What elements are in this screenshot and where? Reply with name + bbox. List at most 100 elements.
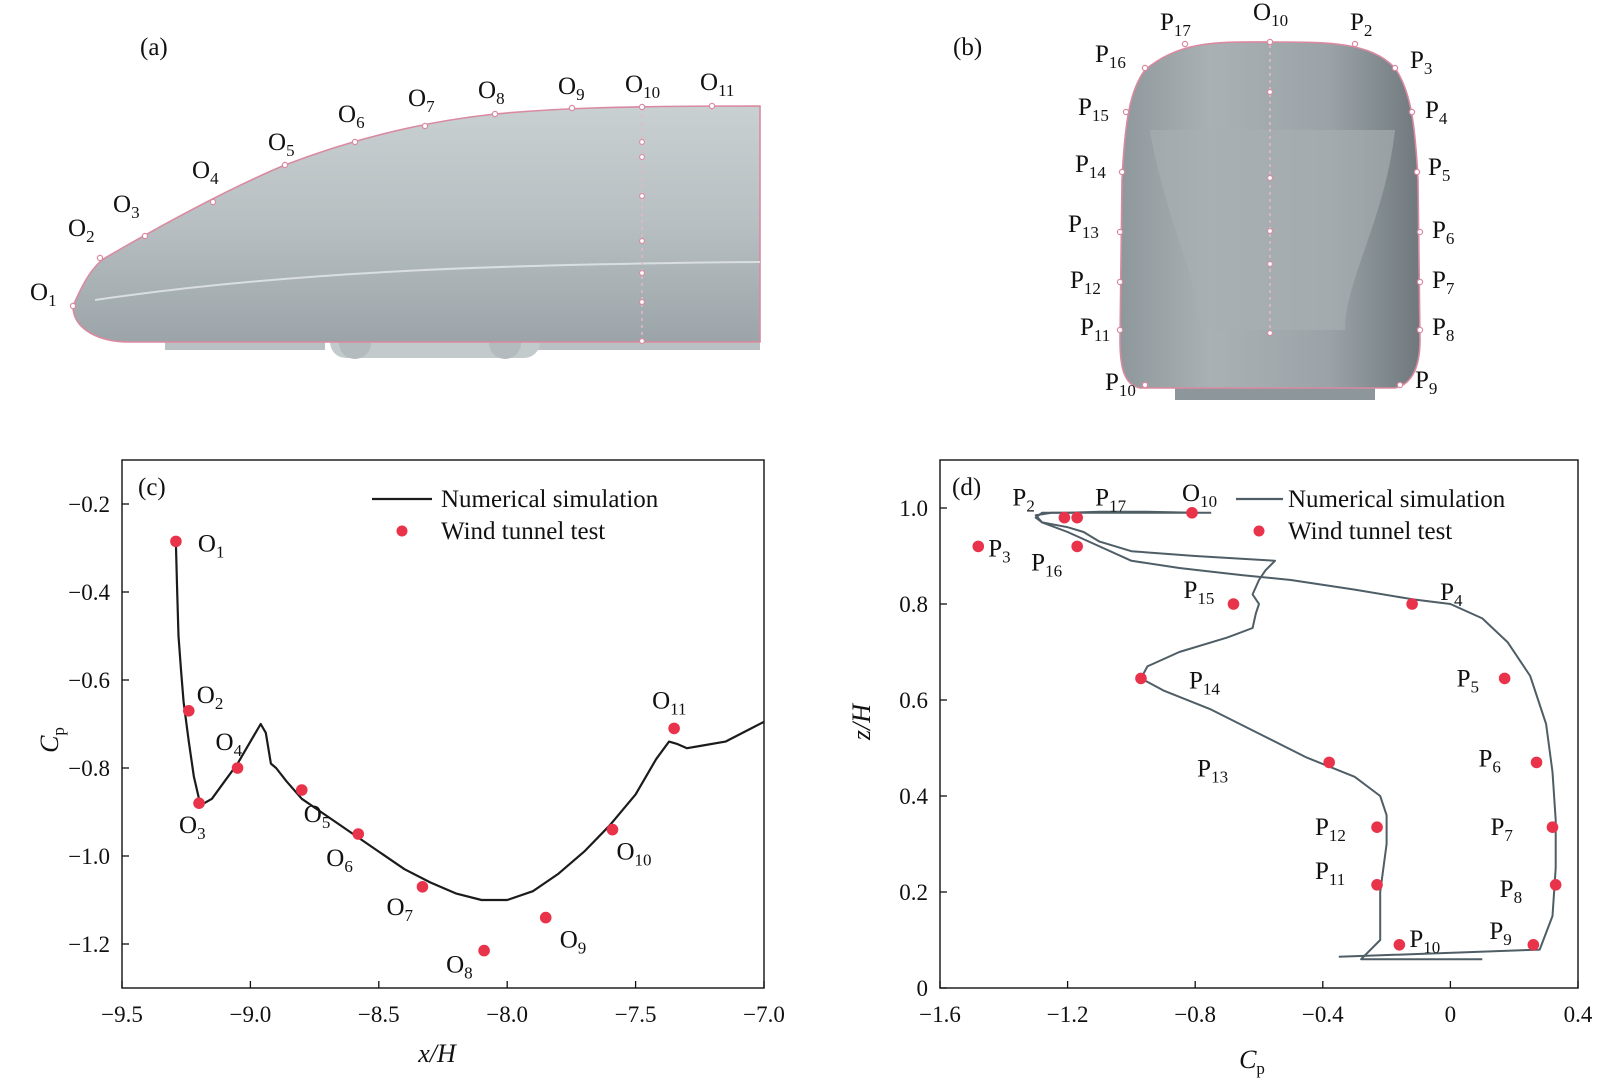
wind-tunnel-marker (193, 797, 205, 809)
side-point-label: O5 (268, 129, 295, 160)
wind-tunnel-marker-label: P5 (1457, 665, 1479, 696)
wind-tunnel-marker (1071, 511, 1083, 524)
front-point-label: P15 (1078, 94, 1109, 125)
y-tick-label: 0.6 (899, 688, 928, 713)
section-point-marker (639, 238, 645, 244)
x-tick-label: −1.6 (919, 1002, 961, 1027)
side-point-marker (141, 232, 149, 240)
front-point-label: P6 (1432, 217, 1454, 248)
front-point-marker (1122, 108, 1130, 116)
train-body-side (72, 105, 761, 343)
y-tick-label: 0.4 (899, 784, 928, 809)
front-point-label: P2 (1350, 9, 1372, 40)
chart-d-frame (939, 459, 1579, 989)
wind-tunnel-marker (668, 722, 680, 735)
wind-tunnel-marker (295, 784, 308, 796)
wind-tunnel-marker-label: P16 (1031, 549, 1062, 580)
side-point-marker (568, 104, 576, 112)
front-point-marker (1391, 64, 1399, 72)
section-point-marker (639, 154, 645, 160)
wind-tunnel-marker-label: P2 (1012, 485, 1034, 516)
wind-tunnel-marker (416, 881, 429, 893)
wind-tunnel-marker (1058, 511, 1071, 524)
wind-tunnel-marker-label: O7 (386, 894, 413, 925)
wind-tunnel-marker (1527, 939, 1540, 951)
chart-d-legend: Numerical simulation Wind tunnel test (1236, 486, 1506, 545)
wind-tunnel-marker-label: O3 (179, 812, 206, 843)
wind-tunnel-marker-label: P4 (1440, 579, 1463, 610)
chart-c-plot: O1 O2 O3 O4 O5 O6 O7 O8 O9 O10 O11 (170, 530, 765, 983)
chart-c-axes: −9.5 −9.0 −8.5 −8.0 −7.5 −7.0 −0.2 −0.4 −0.6 −0.8… (68, 492, 785, 1027)
side-point-label: O10 (625, 71, 660, 102)
y-tick-label: −0.2 (68, 492, 110, 517)
side-point-marker (491, 110, 499, 118)
front-point-label: P4 (1425, 97, 1448, 128)
wind-tunnel-marker (539, 911, 552, 924)
front-point-label: P14 (1075, 151, 1106, 182)
y-tick-label: −0.4 (68, 580, 110, 605)
front-point-marker (1116, 326, 1124, 334)
x-tick-label: −0.4 (1302, 1002, 1344, 1027)
wind-tunnel-marker (170, 535, 182, 548)
x-tick-label: −0.8 (1174, 1002, 1216, 1027)
front-centre-point-marker (1267, 261, 1273, 267)
front-point-marker (1351, 40, 1359, 48)
legend-d-marker-swatch (1253, 525, 1265, 537)
chart-d-x-axis-label: Cp (1239, 1045, 1265, 1078)
side-point-marker (638, 103, 646, 111)
front-centre-point-marker (1267, 330, 1273, 336)
x-tick-label: −8.0 (486, 1002, 528, 1027)
panel-a: (a) O1 O2 O3 O4 O5 O6 O7 O8 O9 O10 O11 (30, 34, 761, 359)
front-point-label: P10 (1105, 369, 1136, 400)
panel-b-label: (b) (953, 34, 982, 61)
wind-tunnel-marker (1498, 672, 1511, 685)
section-point-marker (639, 139, 645, 145)
simulation-line-inner (1034, 511, 1483, 961)
y-tick-label: 0 (917, 976, 929, 1001)
wind-tunnel-marker-label: P9 (1489, 918, 1511, 949)
side-point-marker (209, 198, 217, 206)
chart-c-frame (121, 459, 765, 989)
front-centre-point-marker (1267, 89, 1273, 95)
wind-tunnel-marker (1371, 879, 1383, 891)
side-point-label: O11 (700, 69, 734, 100)
x-tick-label: 0.4 (1564, 1002, 1593, 1027)
wind-tunnel-marker-label: O5 (304, 801, 331, 832)
front-point-label: P8 (1432, 314, 1454, 345)
y-tick-label: −0.6 (68, 668, 110, 693)
y-tick-label: 1.0 (899, 496, 928, 521)
train-front-view (1119, 41, 1421, 400)
chart-c-x-axis-label: x/H (417, 1039, 457, 1068)
front-point-label: P17 (1160, 9, 1191, 40)
wind-tunnel-marker (1371, 821, 1383, 833)
wind-tunnel-marker-label: O11 (652, 687, 686, 718)
wind-tunnel-marker (182, 705, 195, 717)
body-highlight (94, 261, 761, 301)
x-tick-label: −9.5 (101, 1002, 143, 1027)
x-tick-label: −8.5 (358, 1002, 400, 1027)
wind-tunnel-marker (1393, 939, 1406, 951)
side-point-label: O9 (558, 73, 585, 104)
wind-tunnel-marker (972, 540, 985, 553)
front-point-label: P9 (1415, 367, 1437, 398)
front-centre-point-marker (1267, 228, 1273, 234)
chart-c-legend: Numerical simulation Wind tunnel test (372, 486, 659, 545)
wind-tunnel-marker-label: P11 (1315, 858, 1345, 889)
side-point-label: O2 (68, 215, 95, 246)
wind-tunnel-marker-label: P17 (1095, 485, 1126, 516)
wind-tunnel-marker-label: P6 (1479, 745, 1501, 776)
wind-tunnel-marker (1406, 598, 1418, 610)
front-point-marker (1181, 40, 1189, 48)
side-point-label: O4 (192, 157, 219, 188)
wind-tunnel-marker (1323, 756, 1335, 769)
side-point-label: O7 (408, 85, 435, 116)
section-point-marker (639, 270, 645, 276)
x-tick-label: 0 (1445, 1002, 1457, 1027)
wind-tunnel-marker (352, 828, 365, 840)
front-point-marker (1416, 228, 1424, 236)
front-centre-point-marker (1267, 175, 1273, 181)
chart-c-y-axis-label: Cp (35, 727, 68, 753)
panel-a-measurement-points: O1 O2 O3 O4 O5 O6 O7 O8 O9 O10 O11 (30, 69, 734, 344)
front-point-label: P7 (1432, 267, 1455, 298)
side-point-label: O6 (338, 101, 365, 132)
